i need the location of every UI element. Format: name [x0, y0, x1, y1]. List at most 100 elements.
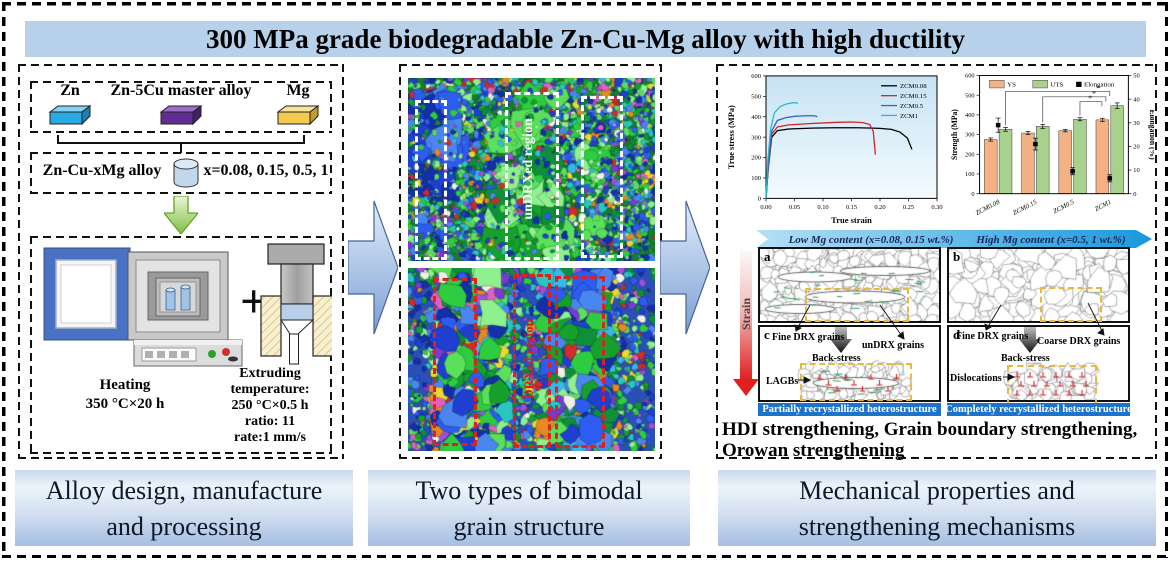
heating-line2: 350 °C×20 h	[85, 396, 165, 412]
alloy-box: Zn-Cu-xMg alloy x=0.08, 0.15, 0.5, 1	[30, 152, 332, 194]
drx-highlight-box-2	[513, 274, 551, 448]
schematic-a	[758, 247, 941, 323]
svg-text:600: 600	[965, 73, 975, 80]
svg-text:30: 30	[1133, 120, 1139, 127]
low-mg-banner-label: Low Mg content (x=0.08, 0.15 wt.%)	[788, 234, 954, 246]
coarse-drx-label-d: Coarse DRX grains	[1037, 336, 1121, 347]
title-banner: 300 MPa grade biodegradable Zn-Cu-Mg all…	[25, 21, 1146, 57]
svg-text:0: 0	[971, 191, 974, 198]
svg-text:10: 10	[1133, 167, 1139, 174]
svg-text:200: 200	[751, 155, 761, 162]
caption-alloy-design: Alloy design, manufacture and processing	[15, 470, 353, 546]
svg-text:0.25: 0.25	[903, 204, 914, 211]
heating-caption: Heating 350 °C×20 h	[40, 376, 210, 414]
svg-text:20: 20	[1133, 144, 1139, 151]
svg-text:400: 400	[965, 112, 975, 119]
caption1-line1: Alloy design, manufacture	[45, 476, 323, 505]
svg-text:UTS: UTS	[1051, 82, 1064, 89]
svg-text:50: 50	[1133, 73, 1139, 80]
coarse-grain-outline-b	[1040, 287, 1102, 322]
svg-text:ZCM0.5: ZCM0.5	[1052, 199, 1076, 216]
ebsd-map-top	[408, 78, 655, 261]
svg-text:*: *	[1088, 94, 1092, 103]
extrusion-press-icon	[260, 243, 332, 365]
strain-arrow-head	[733, 379, 759, 396]
svg-text:Elongation: Elongation	[1084, 82, 1115, 89]
svg-text:0.10: 0.10	[817, 204, 828, 211]
complete-hetero-bar: Completely recrystallized heterostructur…	[945, 403, 1132, 416]
svg-text:ZCM1: ZCM1	[900, 113, 918, 120]
caption1-line2: and processing	[106, 512, 262, 541]
caption3-line1: Mechanical properties and	[799, 476, 1075, 505]
strengthening-line1: HDI strengthening, Grain boundary streng…	[722, 419, 1138, 440]
svg-text:Elongation (%): Elongation (%)	[1148, 110, 1154, 161]
svg-text:ZCM0.15: ZCM0.15	[1012, 199, 1039, 217]
drx-region-label: DRXed region	[521, 319, 536, 399]
svg-text:0: 0	[758, 196, 761, 203]
master-alloy-ingot-icon	[159, 105, 203, 126]
caption-mechanical: Mechanical properties and strengthening …	[718, 470, 1156, 546]
svg-text:ZCM0.08: ZCM0.08	[900, 83, 927, 90]
drx-highlight-box-3	[555, 276, 605, 448]
svg-text:100: 100	[751, 175, 761, 182]
schematic-letter-c: c	[764, 327, 770, 342]
extruding-line4: ratio: 11	[244, 414, 296, 429]
page-title: 300 MPa grade biodegradable Zn-Cu-Mg all…	[205, 23, 966, 54]
hetero-zone-outline-c	[800, 363, 912, 401]
back-stress-arrow-icon-c	[830, 327, 852, 353]
strain-arrow-icon	[740, 250, 752, 380]
down-arrow-icon	[164, 196, 198, 234]
high-mg-banner-label: High Mg content (x=0.5, 1 wt.%)	[975, 234, 1125, 246]
master-alloy-label: Zn-5Cu master alloy	[110, 82, 252, 99]
x-values-label: x=0.08, 0.15, 0.5, 1	[203, 162, 329, 179]
undrx-highlight-box-1	[415, 100, 447, 260]
svg-text:0: 0	[1133, 191, 1136, 198]
svg-text:ZCM1: ZCM1	[1094, 199, 1113, 213]
undrx-grains-label-c: unDRX grains	[862, 340, 924, 351]
undrx-grain-outline-a	[805, 288, 909, 322]
svg-text:200: 200	[965, 151, 975, 158]
svg-text:Strength (MPa): Strength (MPa)	[950, 109, 959, 160]
zn-label: Zn	[60, 82, 80, 99]
svg-text:True stress (MPa): True stress (MPa)	[726, 105, 736, 169]
schematic-d	[947, 325, 1130, 402]
svg-text:500: 500	[751, 94, 761, 101]
svg-text:300: 300	[965, 132, 975, 139]
svg-text:ZCM0.15: ZCM0.15	[900, 93, 927, 100]
svg-text:40: 40	[1133, 96, 1139, 103]
fine-drx-label-c: Fine DRX grains	[772, 332, 845, 343]
schematic-letter-b: b	[953, 249, 961, 264]
strengthening-text: HDI strengthening, Grain boundary streng…	[722, 419, 1154, 461]
mg-label: Mg	[286, 82, 310, 99]
combining-bracket	[57, 135, 305, 153]
svg-text:*: *	[1092, 89, 1096, 98]
furnace-icon	[43, 247, 243, 367]
undrx-highlight-box-3	[581, 96, 623, 258]
alloy-name-label: Zn-Cu-xMg alloy	[42, 162, 162, 179]
extruding-line3: 250 °C×0.5 h	[231, 398, 309, 413]
partial-hetero-bar: Partially recrystallized heterostructure	[758, 403, 941, 416]
ebsd-map-bottom	[408, 268, 655, 451]
schematic-b	[947, 247, 1130, 323]
fine-drx-label-d: Fine DRX grains	[956, 331, 1029, 342]
alloy-cylinder-icon	[173, 158, 199, 188]
schematic-letter-a: a	[764, 249, 771, 264]
materials-box: Zn Zn-5Cu master alloy Mg	[30, 81, 332, 133]
complete-hetero-label: Completely recrystallized heterostructur…	[945, 404, 1132, 415]
svg-text:True strain: True strain	[831, 215, 872, 225]
svg-text:*: *	[1096, 83, 1100, 92]
svg-text:0.00: 0.00	[760, 204, 771, 211]
strengthening-line2: Orowan strengthening	[722, 440, 905, 461]
panel-alloy-design: Zn Zn-5Cu master alloy Mg Zn-C	[18, 64, 344, 459]
extruding-line5: rate:1 mm/s	[234, 430, 306, 445]
partial-hetero-label: Partially recrystallized heterostructure	[762, 404, 937, 415]
strength-elongation-chart: 0 100 200 300 400 500 600 0 10 20 30 40 50 ZCM0.08 ZCM…	[950, 73, 1154, 217]
flow-arrow-icon-2	[660, 200, 710, 335]
svg-text:600: 600	[751, 73, 761, 80]
svg-text:0.05: 0.05	[789, 204, 800, 211]
lagbs-label: LAGBs	[766, 376, 799, 387]
svg-text:ZCM0.5: ZCM0.5	[900, 103, 924, 110]
zn-ingot-icon	[48, 105, 92, 126]
caption3-line2: strengthening mechanisms	[798, 512, 1076, 541]
